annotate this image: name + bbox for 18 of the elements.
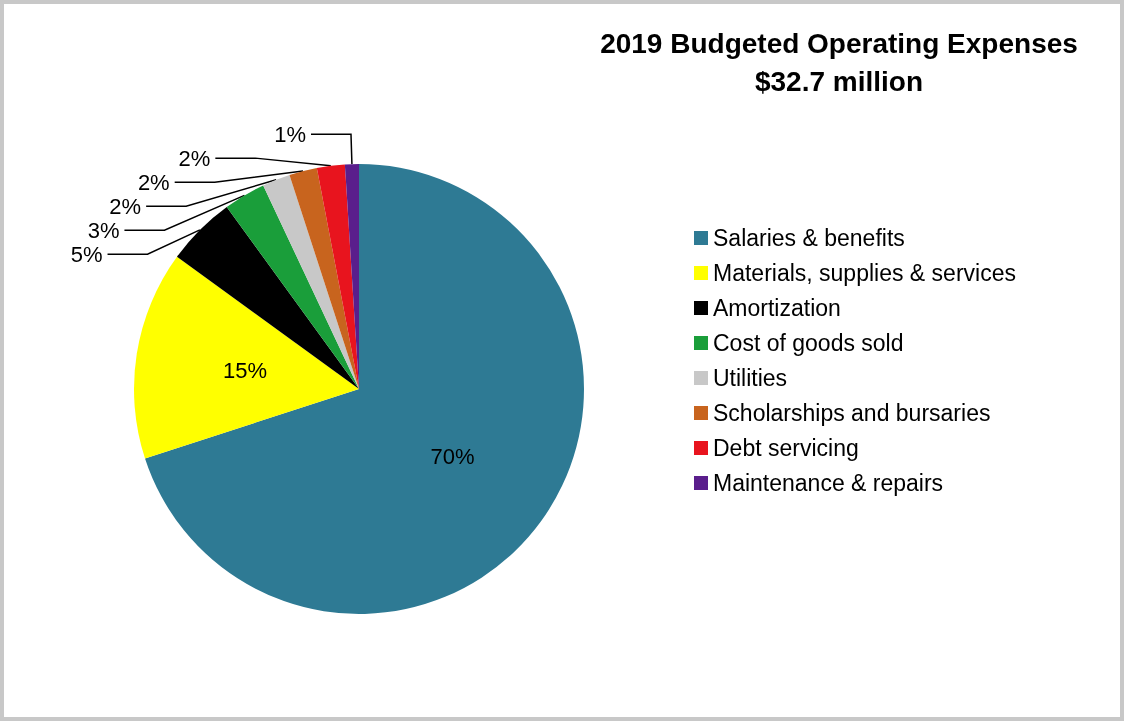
data-label: 1% [274, 121, 306, 147]
legend-label: Salaries & benefits [713, 225, 905, 251]
data-label: 5% [70, 241, 103, 267]
chart-subtitle: $32.7 million [754, 65, 924, 97]
legend-label: Materials, supplies & services [713, 260, 1016, 286]
legend-label: Utilities [713, 365, 788, 391]
legend-label: Debt servicing [713, 435, 859, 461]
data-label: 2% [137, 169, 170, 195]
legend-label: Cost of goods sold [713, 330, 904, 356]
legend-label: Amortization [713, 295, 841, 321]
data-label: 70% [430, 444, 475, 470]
data-label: 3% [87, 217, 120, 243]
data-label: 2% [178, 145, 211, 171]
data-label: 2% [109, 193, 142, 219]
legend-label: Scholarships and bursaries [713, 400, 991, 426]
chart-title: 2019 Budgeted Operating Expenses [600, 27, 1078, 59]
legend-label: Maintenance & repairs [713, 470, 944, 496]
data-label: 15% [222, 358, 267, 384]
